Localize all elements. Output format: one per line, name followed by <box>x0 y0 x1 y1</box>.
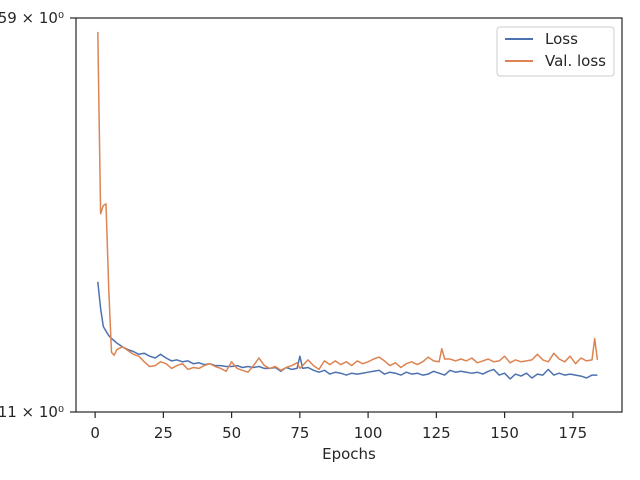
x-tick-label: 0 <box>90 424 100 442</box>
x-tick-label: 125 <box>422 424 451 442</box>
x-tick-label: 25 <box>154 424 173 442</box>
x-axis-label: Epochs <box>322 445 376 463</box>
series-line-loss <box>97 281 598 380</box>
x-tick-label: 150 <box>490 424 519 442</box>
plot-area <box>75 17 623 413</box>
y-axis-ticks: 1.11 × 10⁰ 1.59 × 10⁰ <box>0 9 76 421</box>
legend-label: Loss <box>545 30 578 48</box>
legend-label: Val. loss <box>545 52 606 70</box>
series-layer <box>97 31 599 380</box>
legend: Loss Val. loss <box>496 26 615 77</box>
x-axis-ticks: 0 25 50 75 100 125 150 175 <box>90 412 587 442</box>
series-line-val-loss <box>97 31 599 373</box>
y-tick-label: 1.59 × 10⁰ <box>0 9 64 27</box>
x-tick-label: 175 <box>559 424 588 442</box>
x-tick-label: 50 <box>222 424 241 442</box>
y-tick-label: 1.11 × 10⁰ <box>0 403 64 421</box>
axes-frame <box>75 17 623 413</box>
x-tick-label: 100 <box>354 424 383 442</box>
x-tick-label: 75 <box>290 424 309 442</box>
